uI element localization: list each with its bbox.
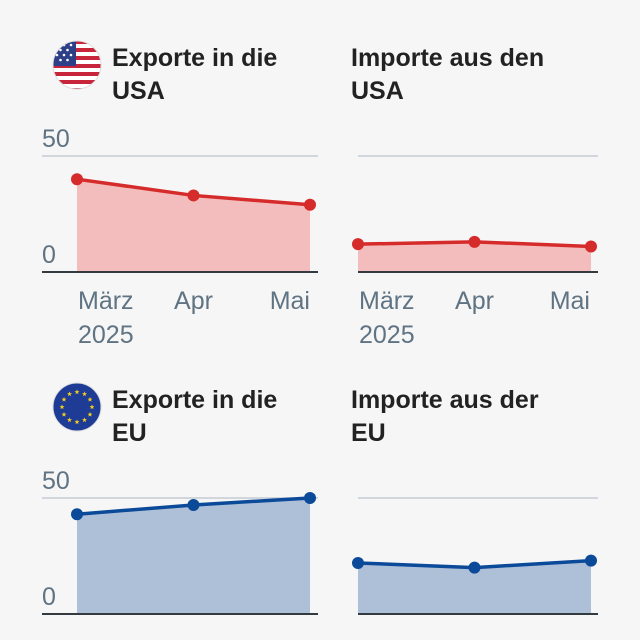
panel-title-imports-usa: Importe aus den USA — [351, 44, 545, 105]
area-fill — [358, 560, 591, 614]
panel-title-imports-eu: Importe aus der EU — [351, 386, 539, 447]
usa-flag-icon — [52, 40, 102, 90]
y-tick-label: 50 — [42, 467, 70, 495]
x-tick-label: 2025 — [359, 321, 415, 349]
data-point — [585, 240, 597, 253]
data-point — [71, 173, 83, 186]
eu-star-icon — [87, 411, 93, 417]
y-tick-label: 0 — [42, 583, 56, 611]
x-tick-label: Mai — [550, 287, 590, 315]
x-tick-label: März — [78, 287, 134, 315]
data-point — [304, 492, 316, 504]
data-point — [352, 556, 364, 569]
data-point — [585, 554, 597, 567]
x-tick-label: 2025 — [78, 321, 134, 349]
data-point — [468, 235, 481, 248]
x-tick-label: Apr — [174, 287, 213, 315]
eu-star-icon — [82, 391, 87, 397]
y-tick-label: 0 — [42, 241, 56, 269]
data-point — [304, 198, 316, 211]
eu-star-icon — [87, 396, 93, 402]
eu-star-icon — [67, 417, 72, 423]
x-tick-label: Mai — [270, 287, 310, 315]
eu-star-icon — [89, 404, 95, 410]
eu-star-icon — [59, 404, 65, 410]
data-point — [187, 189, 200, 202]
eu-star-icon — [67, 391, 72, 397]
eu-flag-icon — [52, 382, 102, 432]
area-fill — [358, 241, 591, 272]
eu-star-icon — [61, 411, 67, 417]
x-tick-label: Apr — [455, 287, 494, 315]
area-fill — [77, 179, 310, 272]
data-point — [71, 508, 83, 521]
eu-star-icon — [82, 417, 87, 423]
eu-star-icon — [74, 419, 80, 425]
eu-star-icon — [61, 396, 67, 402]
y-tick-label: 50 — [42, 125, 70, 153]
data-point — [352, 238, 364, 251]
panel-title-exports-eu: Exporte in die EU — [112, 386, 278, 447]
eu-star-icon — [74, 389, 80, 395]
x-tick-label: März — [359, 287, 415, 315]
area-fill — [77, 498, 310, 614]
data-point — [187, 498, 200, 511]
data-point — [468, 561, 481, 574]
panel-title-exports-usa: Exporte in die USA — [112, 44, 278, 105]
